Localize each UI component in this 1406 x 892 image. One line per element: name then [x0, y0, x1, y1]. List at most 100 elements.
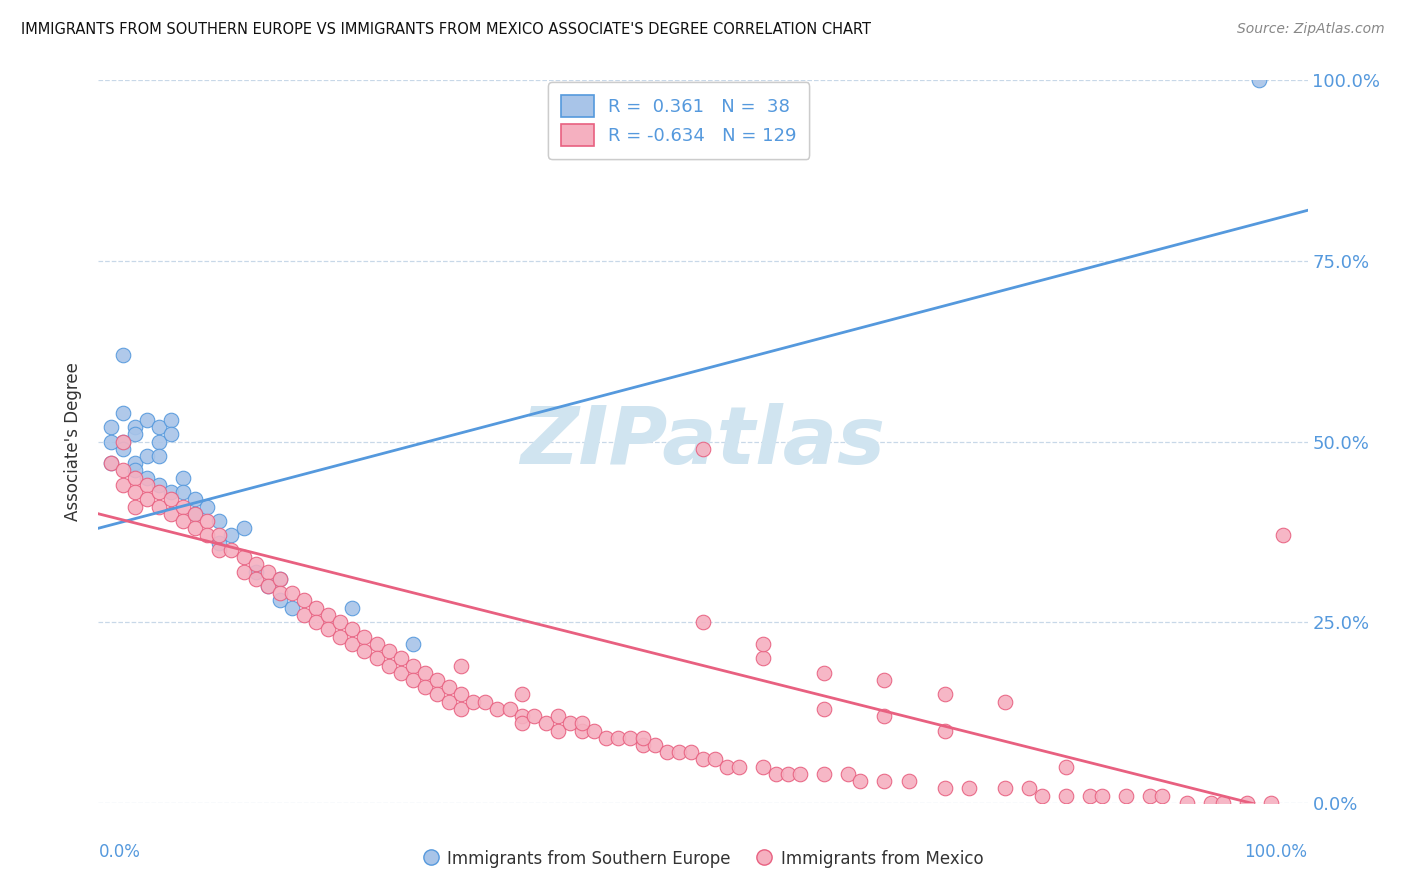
- Point: [752, 760, 775, 774]
- Point: [752, 651, 775, 665]
- Point: [208, 528, 231, 542]
- Point: [124, 420, 146, 434]
- Point: [692, 442, 714, 456]
- Point: [269, 593, 291, 607]
- Point: [413, 680, 436, 694]
- Point: [353, 630, 375, 644]
- Point: [765, 767, 787, 781]
- Point: [1236, 796, 1258, 810]
- Point: [1139, 789, 1161, 803]
- Text: Source: ZipAtlas.com: Source: ZipAtlas.com: [1237, 22, 1385, 37]
- Point: [994, 781, 1017, 796]
- Point: [135, 478, 157, 492]
- Point: [195, 514, 218, 528]
- Point: [366, 637, 388, 651]
- Point: [292, 607, 315, 622]
- Point: [111, 463, 134, 477]
- Point: [184, 521, 207, 535]
- Point: [245, 558, 267, 572]
- Point: [269, 586, 291, 600]
- Point: [692, 615, 714, 630]
- Point: [897, 774, 920, 789]
- Point: [316, 623, 339, 637]
- Point: [655, 745, 678, 759]
- Point: [100, 420, 122, 434]
- Point: [873, 709, 896, 723]
- Point: [1249, 73, 1271, 87]
- Point: [450, 687, 472, 701]
- Point: [281, 600, 304, 615]
- Point: [366, 651, 388, 665]
- Point: [644, 738, 666, 752]
- Point: [813, 665, 835, 680]
- Point: [619, 731, 641, 745]
- Point: [148, 478, 170, 492]
- Point: [450, 658, 472, 673]
- Point: [135, 492, 157, 507]
- Point: [184, 507, 207, 521]
- Point: [160, 485, 183, 500]
- Point: [353, 644, 375, 658]
- Point: [534, 716, 557, 731]
- Point: [402, 658, 425, 673]
- Point: [160, 492, 183, 507]
- Point: [631, 731, 654, 745]
- Point: [377, 658, 399, 673]
- Point: [668, 745, 690, 759]
- Point: [1091, 789, 1114, 803]
- Point: [111, 434, 134, 449]
- Point: [1260, 796, 1282, 810]
- Point: [184, 492, 207, 507]
- Point: [716, 760, 738, 774]
- Point: [269, 572, 291, 586]
- Point: [292, 593, 315, 607]
- Text: ZIPatlas: ZIPatlas: [520, 402, 886, 481]
- Point: [342, 637, 364, 651]
- Point: [172, 470, 194, 484]
- Text: IMMIGRANTS FROM SOUTHERN EUROPE VS IMMIGRANTS FROM MEXICO ASSOCIATE'S DEGREE COR: IMMIGRANTS FROM SOUTHERN EUROPE VS IMMIG…: [21, 22, 872, 37]
- Point: [426, 673, 449, 687]
- Point: [474, 695, 496, 709]
- Legend: R =  0.361   N =  38, R = -0.634   N = 129: R = 0.361 N = 38, R = -0.634 N = 129: [548, 82, 810, 159]
- Point: [100, 434, 122, 449]
- Point: [1078, 789, 1101, 803]
- Point: [437, 695, 460, 709]
- Point: [124, 427, 146, 442]
- Point: [135, 449, 157, 463]
- Point: [111, 478, 134, 492]
- Point: [124, 463, 146, 477]
- Point: [100, 456, 122, 470]
- Point: [1031, 789, 1053, 803]
- Point: [571, 716, 593, 731]
- Point: [245, 565, 267, 579]
- Point: [111, 442, 134, 456]
- Point: [510, 709, 533, 723]
- Point: [558, 716, 581, 731]
- Point: [172, 500, 194, 514]
- Point: [679, 745, 702, 759]
- Point: [195, 528, 218, 542]
- Point: [402, 637, 425, 651]
- Point: [160, 507, 183, 521]
- Point: [208, 542, 231, 557]
- Point: [463, 695, 485, 709]
- Point: [329, 630, 352, 644]
- Point: [498, 702, 520, 716]
- Point: [595, 731, 617, 745]
- Point: [305, 600, 328, 615]
- Point: [873, 673, 896, 687]
- Point: [692, 752, 714, 766]
- Point: [195, 500, 218, 514]
- Point: [124, 456, 146, 470]
- Point: [934, 781, 956, 796]
- Point: [111, 348, 134, 362]
- Point: [837, 767, 859, 781]
- Point: [232, 565, 254, 579]
- Point: [148, 420, 170, 434]
- Point: [776, 767, 799, 781]
- Point: [160, 413, 183, 427]
- Point: [486, 702, 509, 716]
- Point: [994, 695, 1017, 709]
- Point: [752, 637, 775, 651]
- Point: [135, 413, 157, 427]
